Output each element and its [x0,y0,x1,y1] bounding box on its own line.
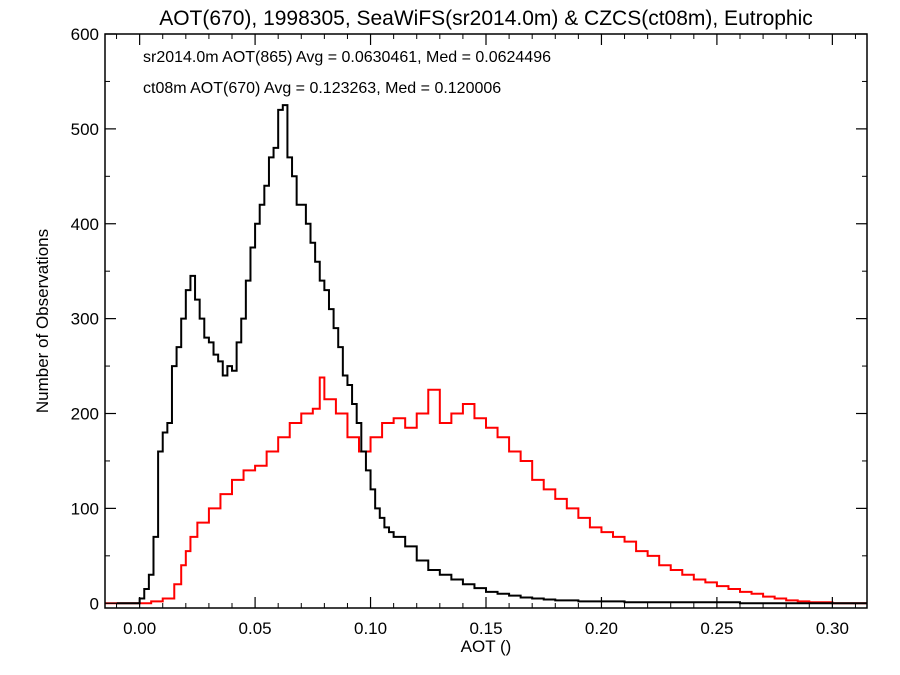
y-tick-label: 0 [90,594,99,613]
y-axis-label: Number of Observations [33,229,52,413]
y-tick-label: 400 [71,215,99,234]
x-tick-label: 0.10 [354,619,387,638]
tick-layer: 0.00 0.05 0.10 0.15 0.20 0.25 0.30 0 100 200 300 40… [71,25,867,638]
annotation-black: sr2014.0m AOT(865) Avg = 0.0630461, Med … [143,49,551,66]
plot-frame [104,33,868,609]
y-tick-label: 500 [71,120,99,139]
series-layer [105,104,867,605]
x-axis-label: AOT () [461,637,512,656]
x-tick-label: 0.25 [700,619,733,638]
chart-title: AOT(670), 1998305, SeaWiFS(sr2014.0m) & … [159,7,813,30]
x-tick-label: 0.15 [469,619,502,638]
x-tick-label: 0.20 [585,619,618,638]
y-tick-label: 100 [71,499,99,518]
x-tick-label: 0.30 [816,619,849,638]
annotation-red: ct08m AOT(670) Avg = 0.123263, Med = 0.1… [143,80,501,97]
x-tick-label: 0.00 [123,619,156,638]
y-tick-label: 300 [71,310,99,329]
series-red-line [105,376,867,605]
x-tick-label: 0.05 [239,619,272,638]
y-tick-label: 200 [71,405,99,424]
y-tick-label: 600 [71,25,99,44]
series-black-line [116,104,867,605]
